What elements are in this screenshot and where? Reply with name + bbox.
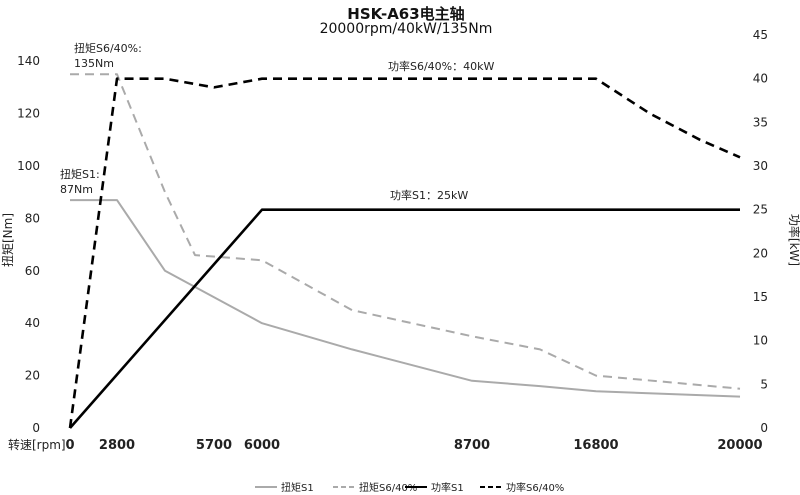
y-right-tick-label: 10	[753, 334, 768, 348]
x-tick-label: 16800	[573, 438, 618, 453]
annotation-torque-s6: 135Nm	[74, 57, 114, 70]
y-right-tick-label: 25	[753, 203, 768, 217]
y-right-tick-label: 45	[753, 28, 768, 42]
legend: 扭矩S1 扭矩S6/40% 功率S1 功率S6/40%	[255, 481, 564, 494]
annotation-torque-s1: 87Nm	[60, 183, 93, 196]
y-right-tick-label: 15	[753, 290, 768, 304]
x-tick-label: 0	[65, 438, 74, 453]
chart-subtitle: 20000rpm/40kW/135Nm	[320, 21, 493, 37]
annotations: 扭矩S6/40%: 135Nm 扭矩S1: 87Nm 功率S6/40%：40kW 功率S1…	[60, 41, 495, 202]
y-right-tick-label: 40	[753, 72, 768, 86]
y-left-tick-label: 80	[25, 211, 40, 225]
axes: 0 20 40 60 80 100 120 140 0 5 10 15 20 25 30 35 40 45 0 280…	[1, 28, 800, 453]
x-tick-label: 5700	[196, 438, 232, 453]
series-line-4	[68, 77, 741, 429]
y-left-tick-label: 0	[32, 421, 40, 435]
annotation-power-s1: 功率S1：25kW	[390, 188, 468, 202]
y-left-tick-label: 140	[17, 54, 40, 68]
y-right-tick-label: 20	[753, 246, 768, 260]
legend-label-2: 扭矩S6/40%	[359, 481, 417, 494]
y-left-tick-label: 20	[25, 369, 40, 383]
plot-area	[68, 73, 741, 429]
x-tick-label: 2800	[99, 438, 135, 453]
y-right-tick-label: 5	[760, 377, 768, 391]
y-left-tick-label: 100	[17, 159, 40, 173]
series-line-3	[69, 208, 740, 429]
x-tick-label: 20000	[717, 438, 762, 453]
annotation-torque-s1: 扭矩S1:	[60, 167, 100, 181]
y-left-tick-label: 40	[25, 316, 40, 330]
series-line-2	[70, 73, 741, 390]
y-right-tick-label: 35	[753, 115, 768, 129]
y-right-axis-label: 功率[kW]	[787, 214, 800, 266]
y-right-tick-label: 0	[760, 421, 768, 435]
annotation-power-s6: 功率S6/40%：40kW	[388, 59, 495, 73]
y-left-tick-label: 120	[17, 107, 40, 121]
y-left-tick-label: 60	[25, 264, 40, 278]
series-line-1	[70, 199, 741, 398]
legend-label-3: 功率S1	[431, 481, 464, 494]
legend-label-1: 扭矩S1	[281, 481, 314, 494]
x-axis-label: 转速[rpm]	[8, 437, 66, 452]
x-tick-label: 6000	[244, 438, 280, 453]
x-tick-label: 8700	[454, 438, 490, 453]
chart-title: HSK-A63电主轴	[347, 5, 464, 23]
legend-label-4: 功率S6/40%	[506, 481, 564, 494]
y-right-tick-label: 30	[753, 159, 768, 173]
annotation-torque-s6: 扭矩S6/40%:	[74, 41, 142, 55]
y-left-axis-label: 扭矩[Nm]	[1, 213, 15, 267]
